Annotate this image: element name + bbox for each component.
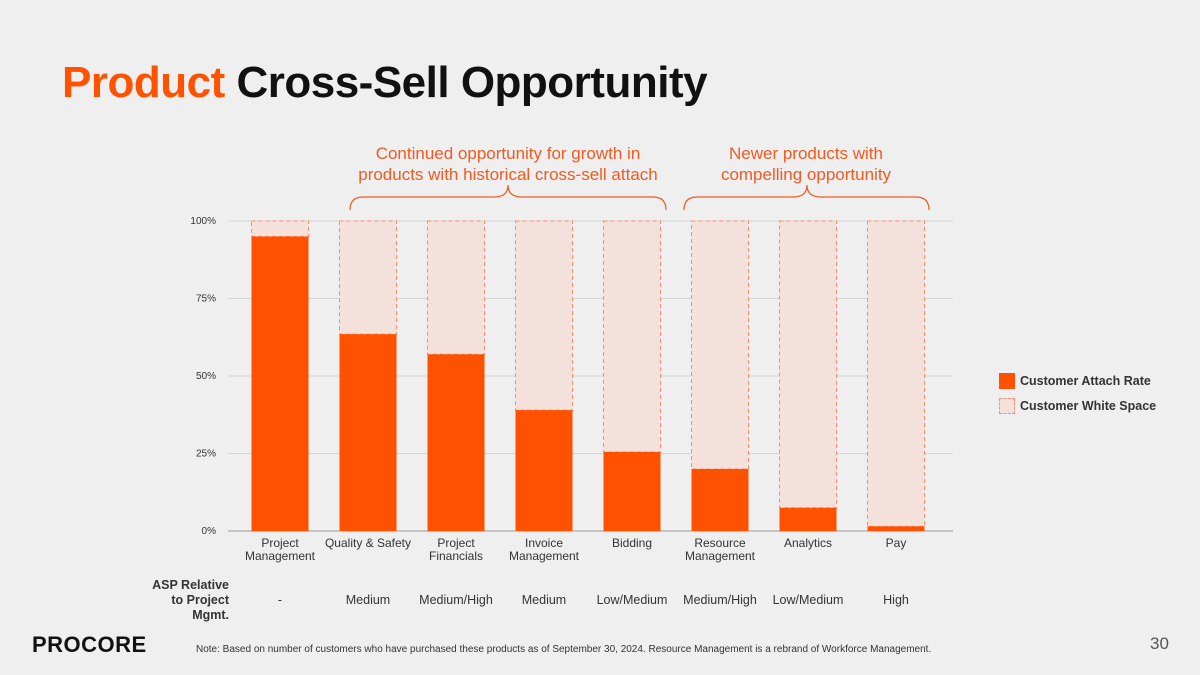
- legend-swatch-white-space: [999, 398, 1015, 414]
- legend-label-attach-rate: Customer Attach Rate: [1020, 374, 1151, 388]
- bar-attach-rate: [339, 334, 397, 531]
- asp-row-label: ASP Relative to Project Mgmt.: [152, 578, 229, 622]
- bar-attach-rate: [691, 469, 749, 531]
- annotation-newer: Newer products with compelling opportuni…: [720, 144, 892, 184]
- asp-value: Low/Medium: [772, 593, 844, 607]
- legend-label-white-space: Customer White Space: [1020, 399, 1157, 413]
- bar-white-space: [251, 220, 309, 237]
- y-tick-label: 25%: [196, 449, 216, 460]
- footnote: Note: Based on number of customers who h…: [196, 644, 932, 655]
- annotation-brace-historical: [349, 184, 667, 211]
- bar-attach-rate: [427, 354, 485, 531]
- page-number: 30: [1150, 634, 1169, 653]
- annotation-historical: Continued opportunity for growth in prod…: [358, 144, 658, 184]
- procore-logo-text: PROCORE: [32, 632, 147, 657]
- x-tick-label: Project Management: [245, 536, 316, 563]
- bar-attach-rate: [603, 451, 661, 531]
- bar-white-space: [867, 220, 925, 527]
- y-tick-label: 75%: [196, 294, 216, 305]
- x-tick-label: Analytics: [784, 536, 832, 550]
- title-accent: Product: [62, 58, 225, 107]
- procore-logo: PROCORE: [32, 632, 147, 657]
- legend-item-white-space: Customer White Space: [999, 397, 1156, 415]
- bar-white-space: [779, 220, 837, 509]
- bar-attach-rate: [515, 410, 573, 531]
- title-rest: Cross-Sell Opportunity: [236, 58, 708, 107]
- bar-white-space: [515, 220, 573, 411]
- bar-white-space: [603, 220, 661, 453]
- asp-value: Medium/High: [419, 593, 493, 607]
- legend-swatch-attach-rate: [999, 373, 1015, 389]
- bar-attach-rate: [251, 236, 309, 531]
- asp-value: High: [883, 593, 909, 607]
- y-tick-label: 100%: [190, 216, 216, 227]
- asp-value: Medium: [521, 593, 567, 607]
- legend-item-attach-rate: Customer Attach Rate: [999, 372, 1156, 390]
- x-tick-label: Invoice Management: [509, 536, 580, 563]
- bar-white-space: [427, 220, 485, 355]
- asp-value: Low/Medium: [596, 593, 668, 607]
- x-tick-label: Pay: [886, 536, 907, 550]
- asp-value: Medium: [345, 593, 391, 607]
- bar-attach-rate: [779, 507, 837, 531]
- asp-value: Medium/High: [683, 593, 757, 607]
- x-tick-label: Project Financials: [429, 536, 483, 563]
- x-tick-label: Quality & Safety: [325, 536, 411, 550]
- x-tick-label: Resource Management: [685, 536, 756, 563]
- annotation-brace-newer: [683, 184, 930, 211]
- x-tick-label: Bidding: [612, 536, 652, 550]
- bar-attach-rate: [867, 526, 925, 531]
- bar-white-space: [691, 220, 749, 470]
- asp-value: -: [277, 593, 283, 607]
- y-tick-label: 50%: [196, 371, 216, 382]
- page-title: Product Cross-Sell Opportunity: [62, 58, 708, 108]
- bar-white-space: [339, 220, 397, 335]
- chart-legend: Customer Attach Rate Customer White Spac…: [999, 372, 1156, 422]
- y-tick-label: 0%: [202, 526, 217, 537]
